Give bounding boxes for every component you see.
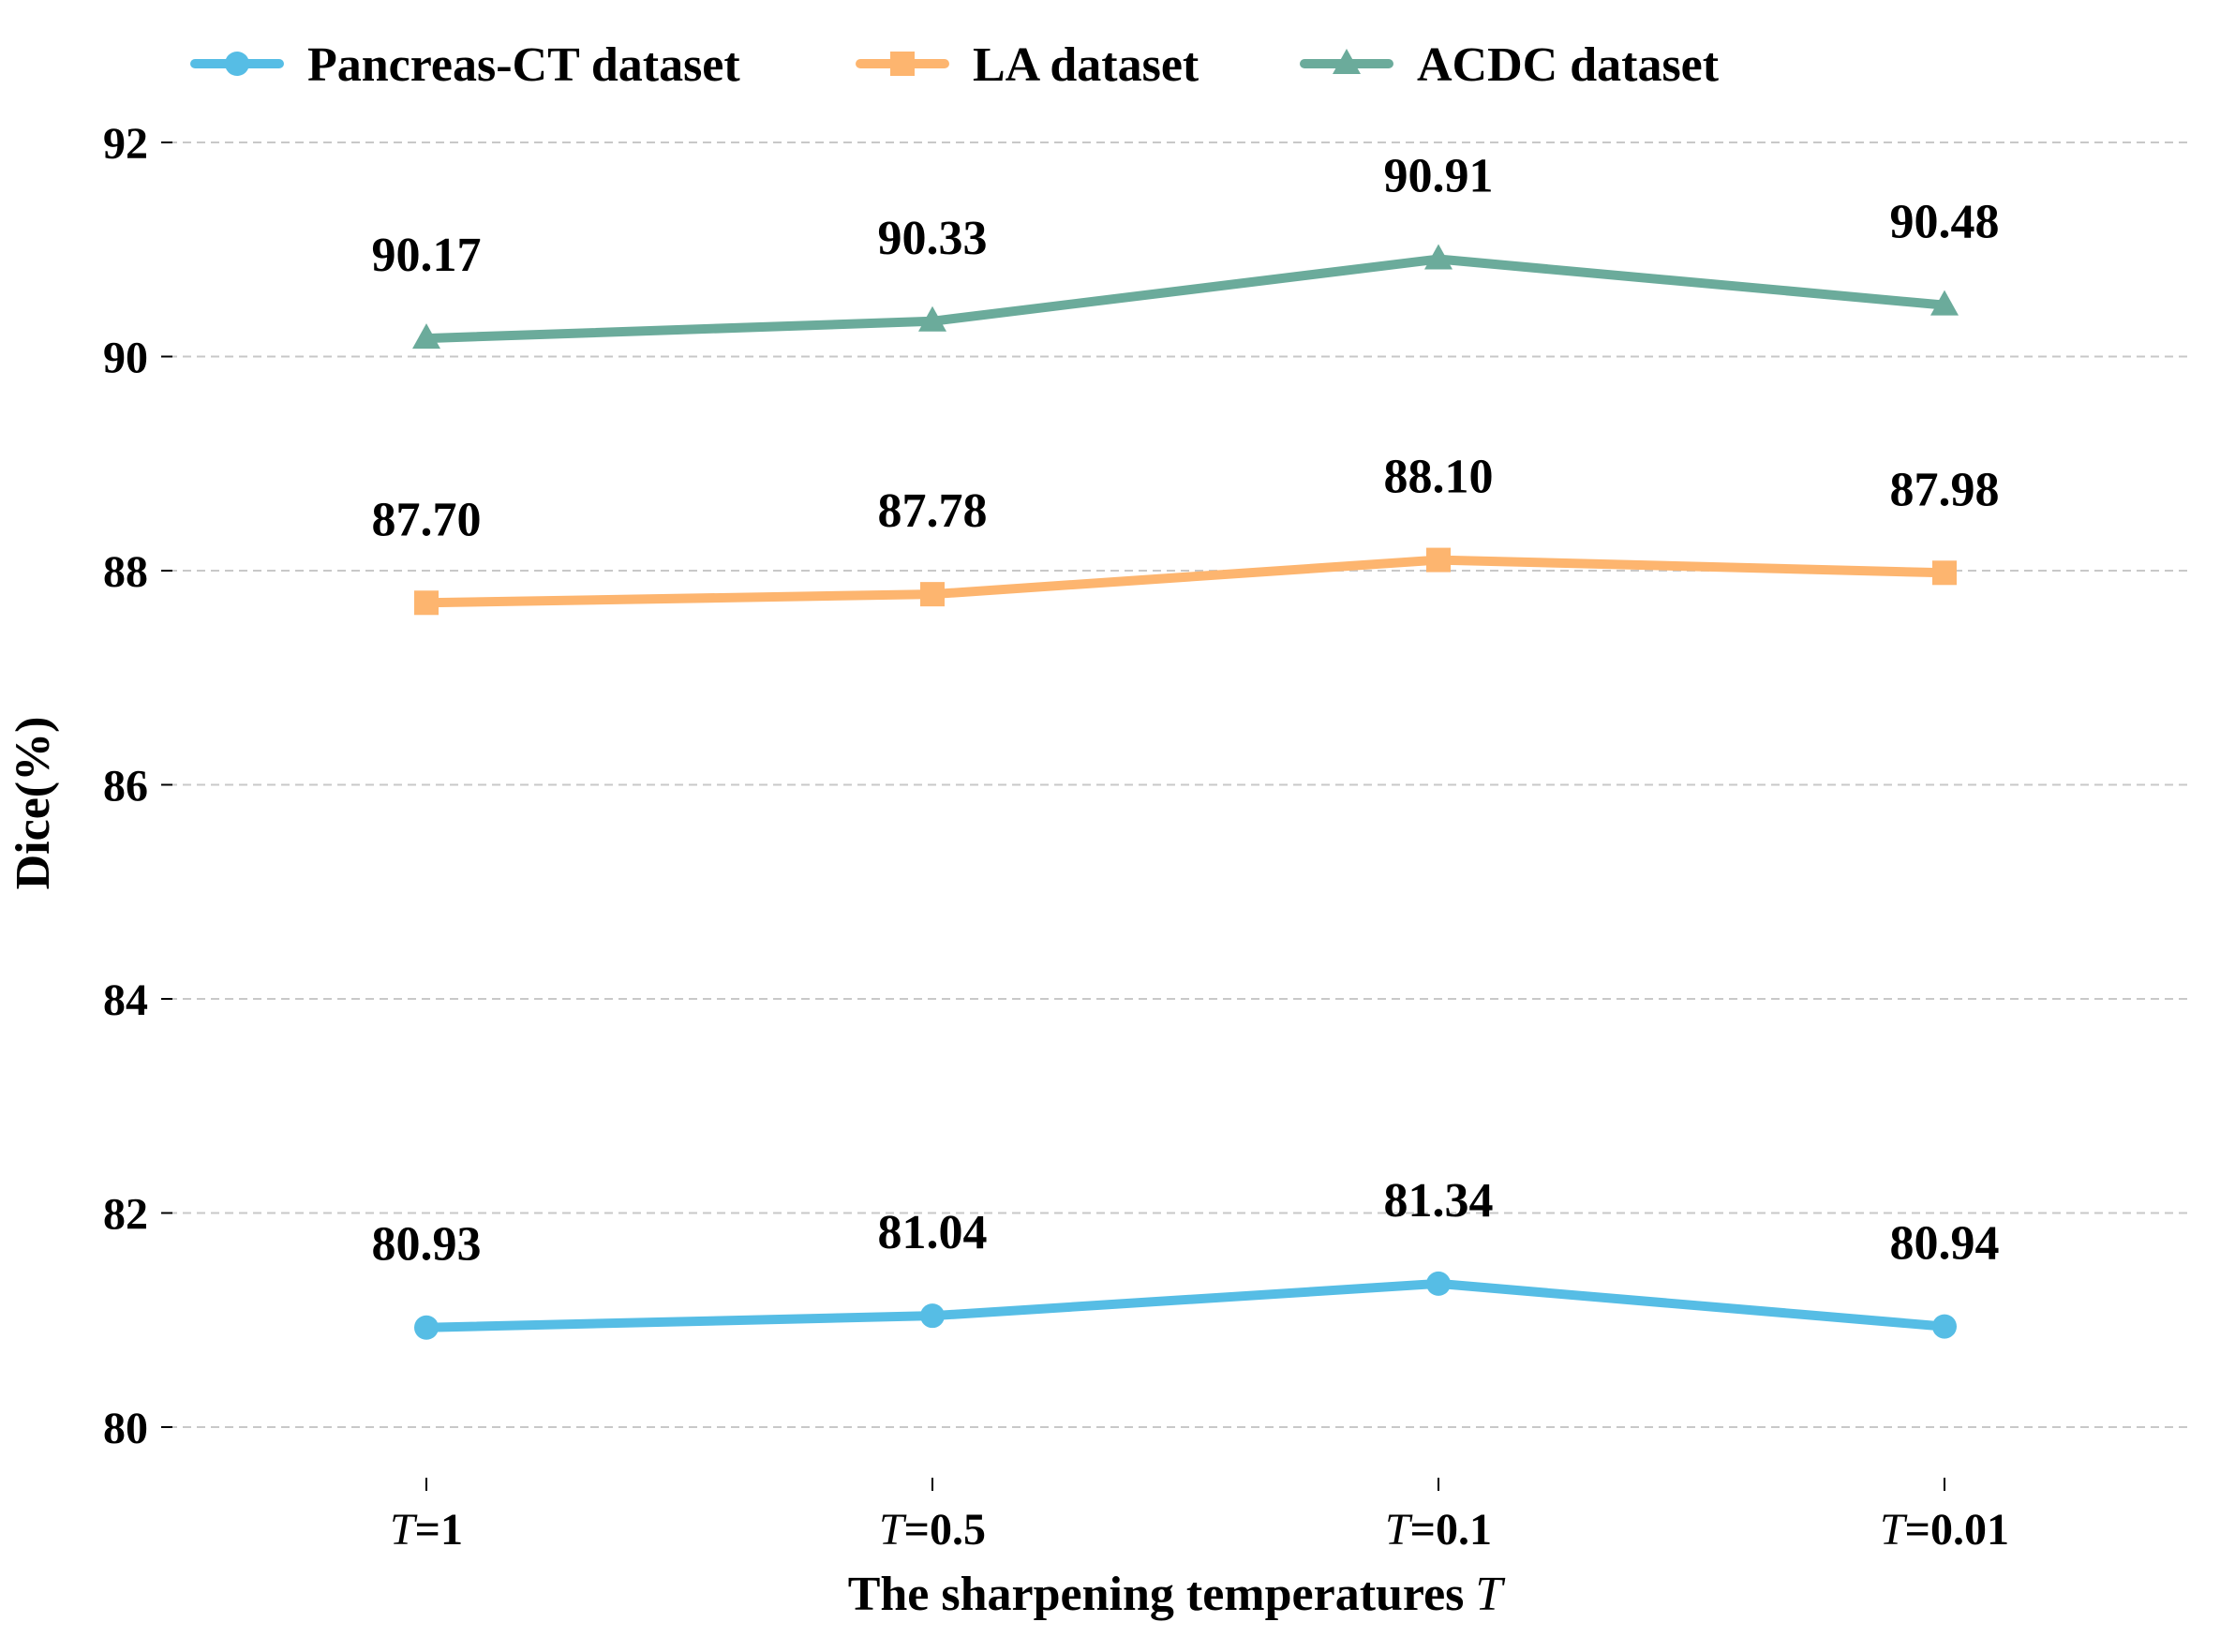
data-point <box>1932 560 1957 586</box>
x-tick-variable: T <box>390 1505 418 1555</box>
data-label: 88.10 <box>1384 451 1494 504</box>
data-point <box>1426 1271 1451 1296</box>
data-point <box>920 1303 945 1329</box>
y-tick-label: 90 <box>103 334 148 383</box>
legend-label: ACDC dataset <box>1417 38 1720 92</box>
data-label: 90.33 <box>878 212 988 265</box>
data-label: 87.78 <box>878 484 988 538</box>
y-axis: 80 82 84 86 88 90 92 <box>103 119 172 1453</box>
y-tick-label: 84 <box>103 975 148 1025</box>
y-tick-label: 92 <box>103 119 148 169</box>
data-label: 81.34 <box>1384 1174 1494 1228</box>
x-axis-title-variable: T <box>1475 1568 1505 1621</box>
legend: Pancreas-CT dataset LA dataset ACDC datase… <box>190 38 1720 92</box>
x-tick-label: T=0.01 <box>1880 1505 2009 1555</box>
legend-item: Pancreas-CT dataset <box>190 38 740 92</box>
legend-label: LA dataset <box>973 38 1199 92</box>
x-tick-variable: T <box>879 1505 907 1555</box>
x-tick-value: =0.01 <box>1905 1505 2009 1555</box>
y-tick-label: 82 <box>103 1190 148 1240</box>
x-tick-label: T=0.1 <box>1385 1505 1492 1555</box>
y-tick-label: 86 <box>103 762 148 811</box>
data-label: 90.17 <box>372 229 482 282</box>
legend-swatch-marker <box>890 52 915 76</box>
series-line <box>422 254 1949 344</box>
y-tick-label: 88 <box>103 547 148 597</box>
x-axis-title: The sharpening temperatures T <box>848 1568 1506 1621</box>
legend-label: Pancreas-CT dataset <box>307 38 740 92</box>
legend-swatch-marker <box>1333 49 1361 74</box>
x-tick-label: T=0.5 <box>879 1505 986 1555</box>
data-point <box>1426 547 1451 573</box>
x-axis-title-text: The sharpening temperatures <box>848 1568 1465 1621</box>
y-tick-label: 80 <box>103 1404 148 1453</box>
data-label: 80.94 <box>1890 1217 2000 1271</box>
data-label: 81.04 <box>878 1206 988 1259</box>
x-tick-value: =1 <box>415 1505 463 1555</box>
x-tick-value: =0.5 <box>904 1505 986 1555</box>
data-label: 90.48 <box>1890 196 2000 249</box>
x-tick-value: =0.1 <box>1410 1505 1492 1555</box>
legend-swatch-marker <box>225 52 249 76</box>
series-line <box>422 555 1949 608</box>
data-label: 87.98 <box>1890 463 2000 516</box>
data-point <box>920 582 945 607</box>
data-label: 87.70 <box>372 493 482 546</box>
grid-lines <box>169 141 2193 1428</box>
series-lines <box>412 244 1959 1340</box>
legend-item: ACDC dataset <box>1300 38 1720 92</box>
series-la-dataset <box>414 547 1957 616</box>
x-tick-variable: T <box>1880 1505 1908 1555</box>
data-point <box>414 1315 439 1340</box>
data-point <box>1424 244 1453 270</box>
series-line <box>422 1278 1949 1332</box>
data-point <box>918 305 946 332</box>
data-point <box>414 590 439 616</box>
series-acdc-dataset <box>412 244 1959 350</box>
data-label: 80.93 <box>372 1218 482 1272</box>
y-axis-title: Dice(%) <box>7 717 60 890</box>
x-axis: T=1 T=0.5 T=0.1 T=0.01 <box>390 1478 2009 1555</box>
data-label: 90.91 <box>1384 150 1494 203</box>
x-tick-variable: T <box>1385 1505 1413 1555</box>
x-tick-label: T=1 <box>390 1505 463 1555</box>
series-pancreas-ct-dataset <box>414 1271 1957 1340</box>
data-point <box>412 323 440 350</box>
data-point <box>1930 290 1959 316</box>
data-point <box>1932 1314 1957 1339</box>
data-labels: 80.93 81.04 81.34 80.94 87.70 87.78 88.10 87.98… <box>372 150 2000 1272</box>
legend-item: LA dataset <box>856 38 1199 92</box>
